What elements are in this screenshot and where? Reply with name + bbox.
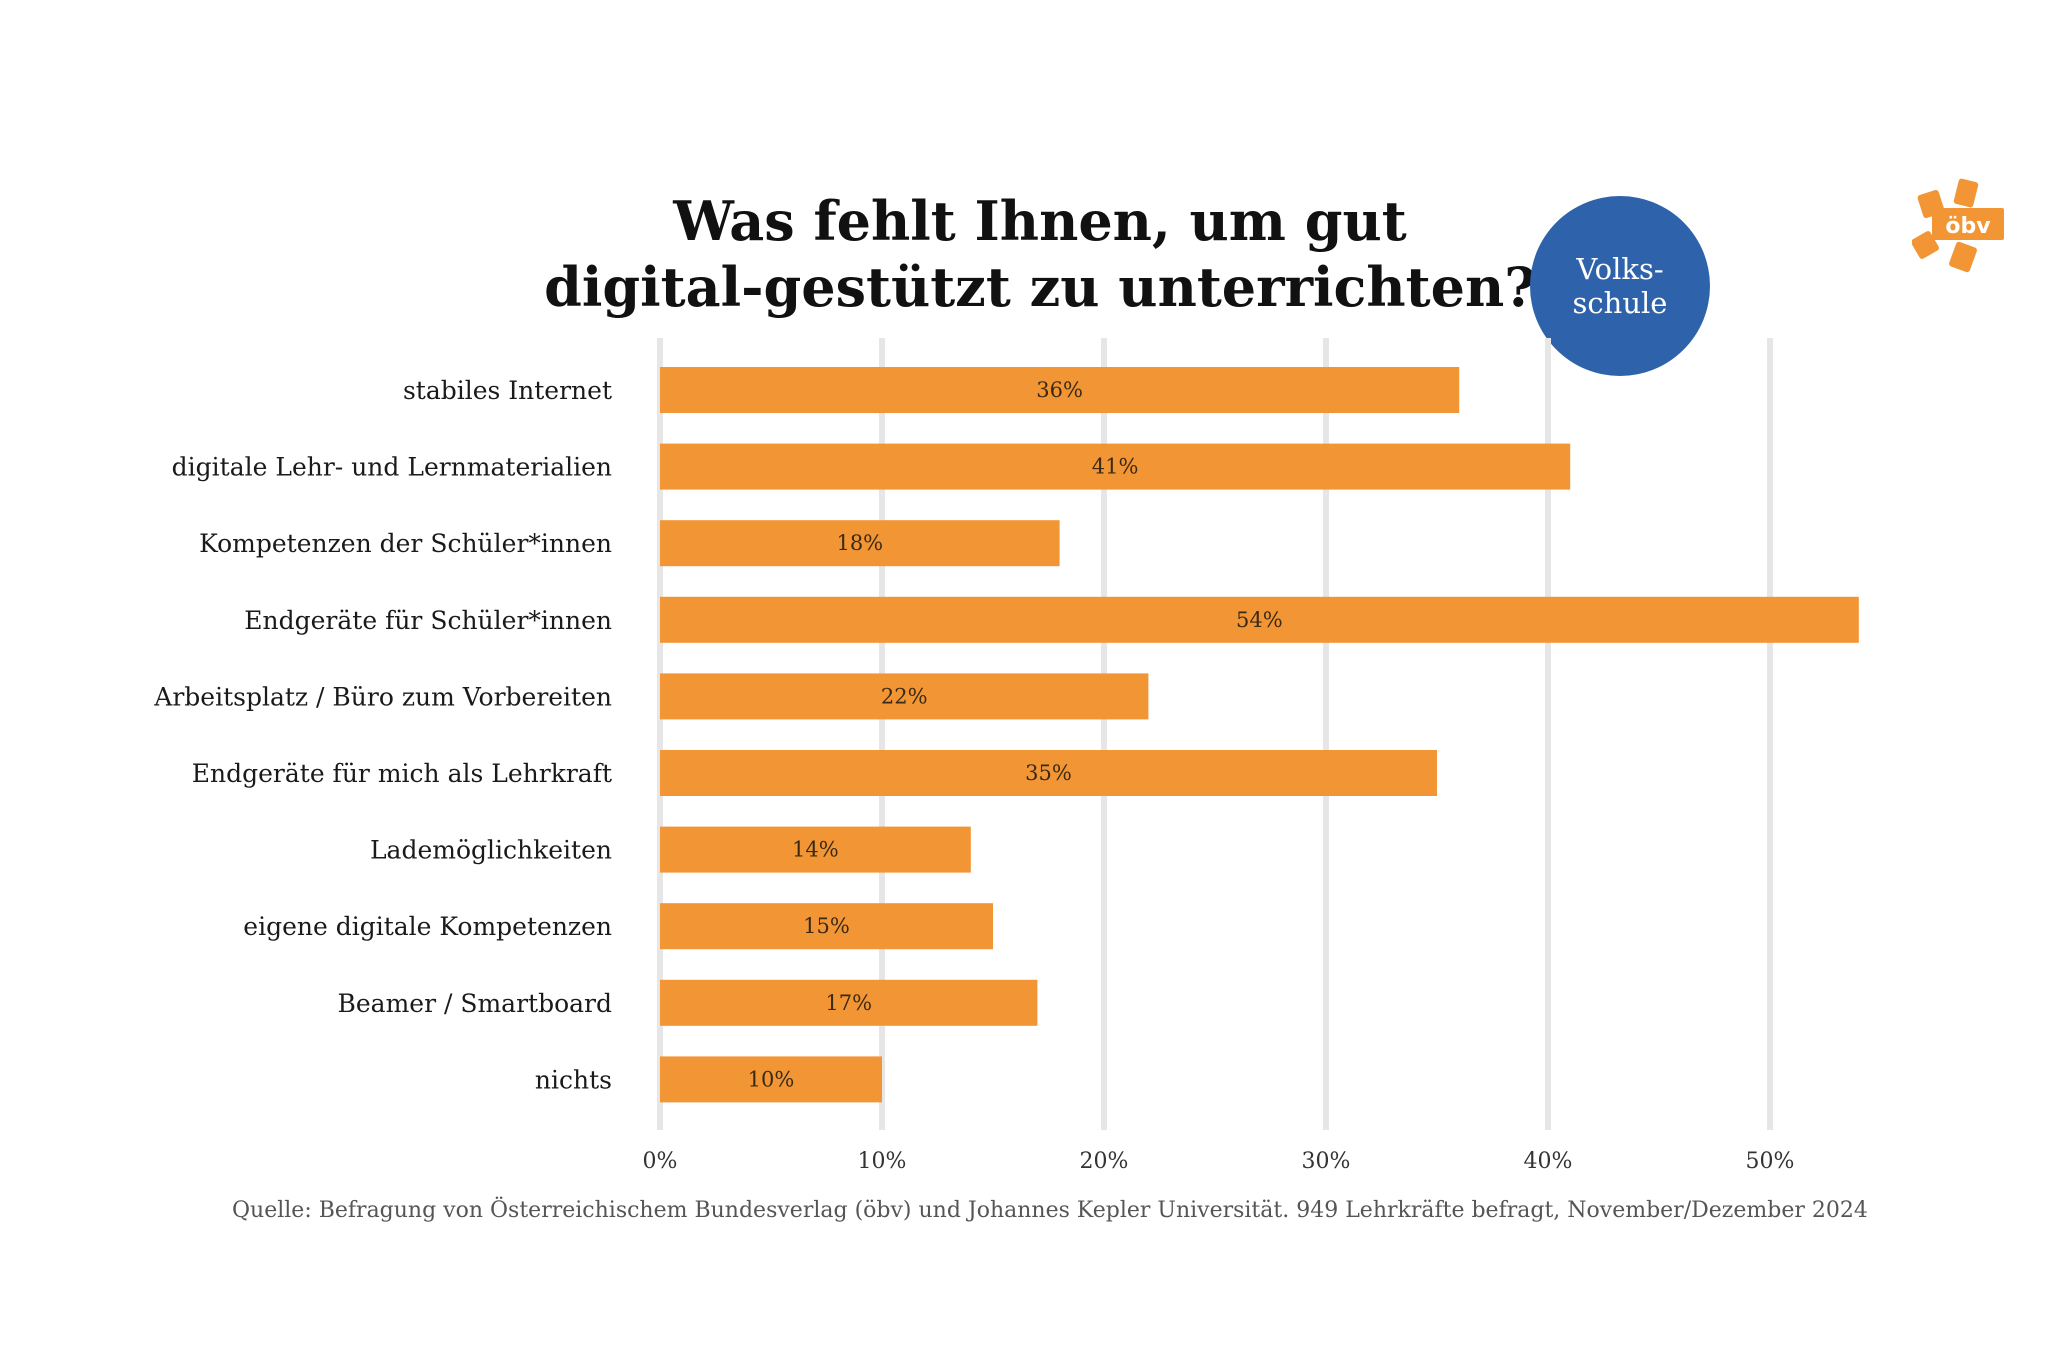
logo-text: öbv: [1945, 214, 1991, 239]
x-tick-label: 20%: [1080, 1149, 1129, 1174]
bar-value-label: 54%: [1236, 608, 1283, 632]
chart-title: Was fehlt Ihnen, um gut digital-gestützt…: [420, 188, 1660, 320]
category-label: digitale Lehr- und Lernmaterialien: [172, 453, 612, 482]
badge-line-1: Volks-: [1576, 252, 1664, 286]
bar: [660, 1056, 882, 1103]
source-note: Quelle: Befragung von Österreichischem B…: [232, 1198, 1868, 1223]
category-label: Endgeräte für Schüler*innen: [244, 606, 612, 635]
bar-value-label: 17%: [825, 991, 872, 1015]
bar: [660, 673, 1149, 720]
bar-value-label: 15%: [803, 914, 850, 938]
bar: [660, 979, 1038, 1026]
badge-line-2: schule: [1572, 286, 1668, 320]
bar-value-label: 14%: [792, 838, 839, 862]
x-tick-label: 0%: [643, 1149, 678, 1174]
oebv-logo: öbv: [1912, 178, 2004, 273]
school-type-badge: Volks- schule: [1530, 196, 1710, 376]
x-tick-label: 40%: [1524, 1149, 1573, 1174]
bars: 36% 41% 18% 54% 22% 35% 14% 15% 17% 10%: [660, 367, 1859, 1103]
bar: [660, 903, 993, 950]
bar-value-label: 18%: [836, 531, 883, 555]
category-label: Beamer / Smartboard: [338, 989, 613, 1018]
bar: [660, 596, 1859, 643]
x-tick-label: 30%: [1302, 1149, 1351, 1174]
bar: [660, 826, 971, 873]
bar: [660, 443, 1571, 490]
category-label: eigene digitale Kompetenzen: [243, 912, 612, 941]
bar-value-label: 41%: [1092, 455, 1139, 479]
category-label: nichts: [535, 1065, 612, 1094]
category-label: Endgeräte für mich als Lehrkraft: [192, 759, 612, 788]
category-label: stabiles Internet: [403, 376, 612, 405]
bar-value-label: 36%: [1036, 378, 1083, 402]
chart-title-line-2: digital-gestützt zu unterrichten?: [544, 255, 1536, 319]
x-tick-label: 50%: [1746, 1149, 1795, 1174]
bar: [660, 750, 1437, 796]
x-axis-ticks: 0% 10% 20% 30% 40% 50%: [643, 1149, 1795, 1174]
x-tick-label: 10%: [858, 1149, 907, 1174]
category-label: Lademöglichkeiten: [370, 836, 612, 865]
category-labels: stabiles Internet digitale Lehr- und Lern…: [153, 376, 612, 1094]
bar-value-label: 10%: [748, 1067, 795, 1091]
category-label: Arbeitsplatz / Büro zum Vorbereiten: [153, 682, 612, 711]
chart-title-line-1: Was fehlt Ihnen, um gut: [673, 189, 1407, 253]
bar: [660, 520, 1060, 567]
bar-value-label: 22%: [881, 684, 928, 708]
bar: [660, 367, 1460, 413]
category-label: Kompetenzen der Schüler*innen: [199, 529, 612, 558]
bar-value-label: 35%: [1025, 761, 1072, 785]
